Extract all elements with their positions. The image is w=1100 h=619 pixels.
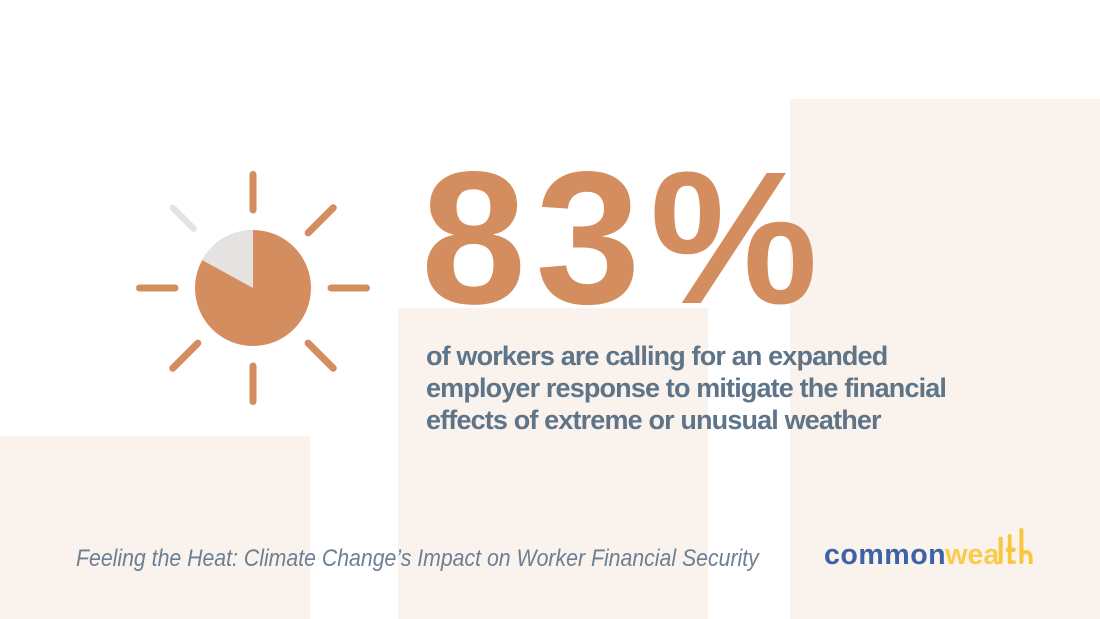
stat-description-line-1: of workers are calling for an expanded [426,341,888,371]
sun-ray-top-left-gray [169,204,197,232]
logo-bar-letters-lth [998,528,1033,564]
logo-text-common: common [824,539,946,571]
sun-pie-icon [136,171,370,405]
background-panel-right [790,99,1100,619]
background-panel-middle [398,308,708,619]
logo-letter-t-foot [1007,557,1016,564]
logo-letter-h-bar [1019,528,1024,564]
sun-ray-bottom-left [169,339,202,372]
stat-description-line-3: effects of extreme or unusual weather [426,405,882,435]
logo-letter-h-hump [1019,549,1033,564]
sun-ray-top-right [304,204,337,237]
stat-description-line-2: employer response to mitigate the financ… [426,373,947,403]
logo-letter-t-crossbar [1005,547,1016,552]
background-panel-bottom-left [0,436,310,619]
logo-letter-l-bar [998,536,1003,564]
logo-text-wea: wea [944,539,1000,571]
sun-ray-bottom-right [304,339,337,372]
stat-value: 83% [421,133,828,344]
stat-description: of workers are calling for an expanded e… [426,340,947,436]
report-title-citation: Feeling the Heat: Climate Change’s Impac… [76,545,759,572]
pie-gap-wedge [202,230,253,288]
commonwealth-logo: common wea [824,528,1033,571]
